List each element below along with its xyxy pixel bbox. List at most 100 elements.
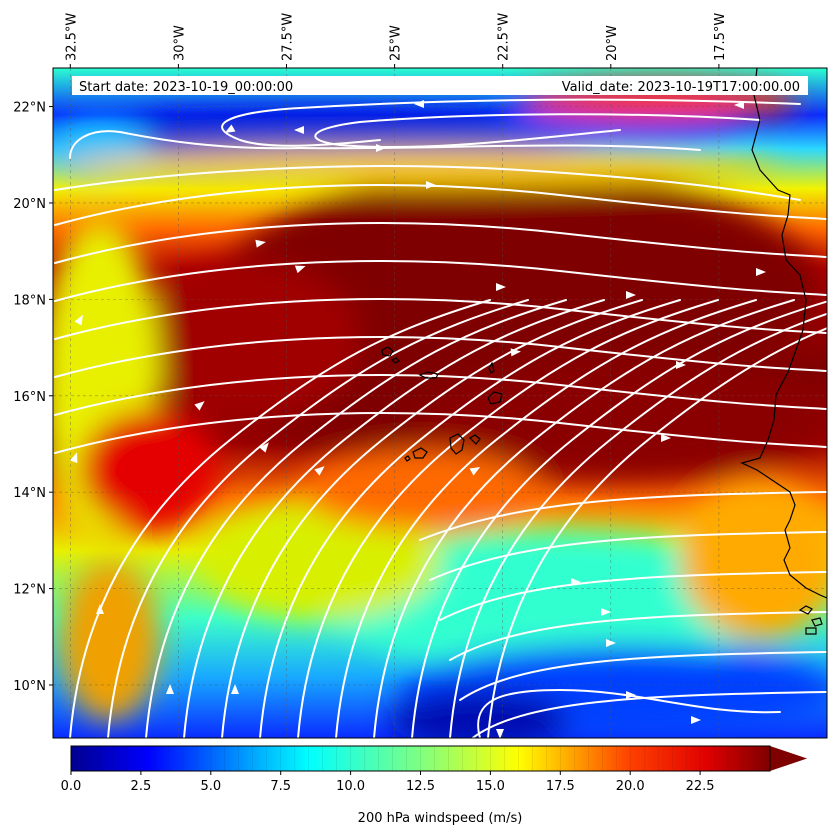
colorbar-tick-label: 2.5 [131,779,152,794]
streamline [54,165,801,201]
streamline [411,300,827,738]
streamline-arrowhead [69,452,78,464]
streamline-arrowhead [626,291,636,299]
streamline-arrowhead [224,124,236,133]
streamline-arrowhead [255,239,266,248]
longitude-tick-label: 22.5°W [497,13,512,61]
coastline [381,68,827,635]
latitude-tick-label: 22°N [13,101,46,116]
cape-verde-sal [488,361,495,374]
streamline [419,491,827,541]
colorbar-tick-label: 17.5 [546,779,575,794]
streamline-arrowhead [661,434,671,442]
cape-verde-santo-antao [381,346,394,357]
longitude-tick-label: 30°W [172,25,187,61]
streamline-arrowhead [601,608,611,616]
streamline-arrowhead [510,348,521,357]
streamline [221,98,801,147]
streamline [54,260,827,302]
cape-verde-santiago [449,433,465,455]
streamline [373,299,795,738]
latitude-tick-labels: 10°N 12°N 14°N 16°N 18°N 20°N 22°N [13,101,53,694]
longitude-tick-label: 25°W [389,25,404,61]
streamline-arrowhead [294,265,306,274]
cape-verde-sao-nicolau [418,371,439,379]
streamline [54,222,827,264]
streamline [471,691,827,738]
streamline [221,299,643,738]
wind-streamlines [54,98,827,738]
latitude-tick-label: 12°N [13,583,46,598]
colorbar-tick-label: 12.5 [406,779,435,794]
streamline-arrowhead [414,100,424,108]
cape-verde-sao-vicente [390,357,401,364]
streamline-arrowhead [606,639,616,647]
streamline-arrowhead [231,684,239,694]
streamline-arrowhead [691,716,701,724]
colorbar-tick-label: 20.0 [616,779,645,794]
streamline-arrowhead [194,401,205,411]
streamline [69,299,491,738]
cape-verde-fogo [412,447,428,459]
latitude-tick-label: 10°N [13,679,46,694]
streamline [459,651,827,701]
colorbar-tick-label: 15.0 [476,779,505,794]
valid-date-label: Valid_date: 2023-10-19T17:00:00.00 [562,80,800,95]
colorbar-extend-arrow [770,746,807,771]
streamline [449,312,827,738]
streamline-arrowhead [74,314,83,326]
colorbar-label: 200 hPa windspeed (m/s) [358,811,523,826]
streamline-arrowhead [259,442,269,453]
streamline-arrowhead [626,691,636,699]
bijagos-islands [798,605,823,635]
colorbar-tick-label: 5.0 [200,779,221,794]
cape-verde-maio [469,434,481,445]
streamline [299,144,701,151]
streamline [335,299,757,738]
streamline [107,299,529,738]
streamline-arrowhead [294,126,304,134]
streamline-arrowhead [571,578,581,586]
latitude-tick-label: 16°N [13,390,46,405]
streamline-arrowhead [314,466,325,476]
streamline [259,299,681,738]
streamline [429,531,827,581]
streamline [439,571,827,621]
streamline-arrowhead [756,268,766,276]
streamline-arrowhead [426,181,436,189]
streamline [297,299,719,738]
streamline-arrowhead [96,604,104,614]
streamline-arrowhead [376,144,386,152]
cape-verde-brava [404,455,411,462]
longitude-tick-label: 17.5°W [713,13,728,61]
streamline-arrowhead [496,283,506,291]
start-date-label: Start date: 2023-10-19_00:00:00 [79,80,293,95]
longitude-tick-labels: 32.5°W 30°W 27.5°W 25°W 22.5°W 20°W 17.5°W [64,13,728,68]
streamline-arrowhead [496,729,504,738]
streamline [145,299,567,738]
streamline [183,299,605,738]
streamline-arrowhead [469,467,481,476]
windspeed-blobs [53,80,827,738]
streamline [54,184,827,226]
streamline [69,130,301,159]
longitude-tick-label: 27.5°W [280,13,295,61]
streamline-arrowhead [734,101,744,109]
latitude-tick-label: 20°N [13,197,46,212]
streamline [54,374,827,416]
streamline [314,113,761,149]
streamline [477,688,781,738]
colorbar: 0.0 2.5 5.0 7.5 10.0 12.5 15.0 17.5 20.0 22.5 200… [61,745,807,826]
cape-verde-boa-vista [487,391,503,405]
streamline [487,327,827,738]
streamline [54,336,827,378]
colorbar-tick-label: 22.5 [686,779,715,794]
longitude-tick-label: 32.5°W [64,13,79,61]
streamline [449,611,827,661]
africa-coastline [740,68,827,599]
streamline [54,412,827,454]
date-info-box [72,76,808,95]
map-frame [52,67,828,739]
colorbar-tick-label: 10.0 [336,779,365,794]
